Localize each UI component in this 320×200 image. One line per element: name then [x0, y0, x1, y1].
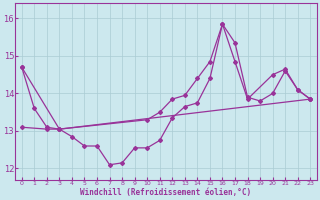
- X-axis label: Windchill (Refroidissement éolien,°C): Windchill (Refroidissement éolien,°C): [80, 188, 252, 197]
